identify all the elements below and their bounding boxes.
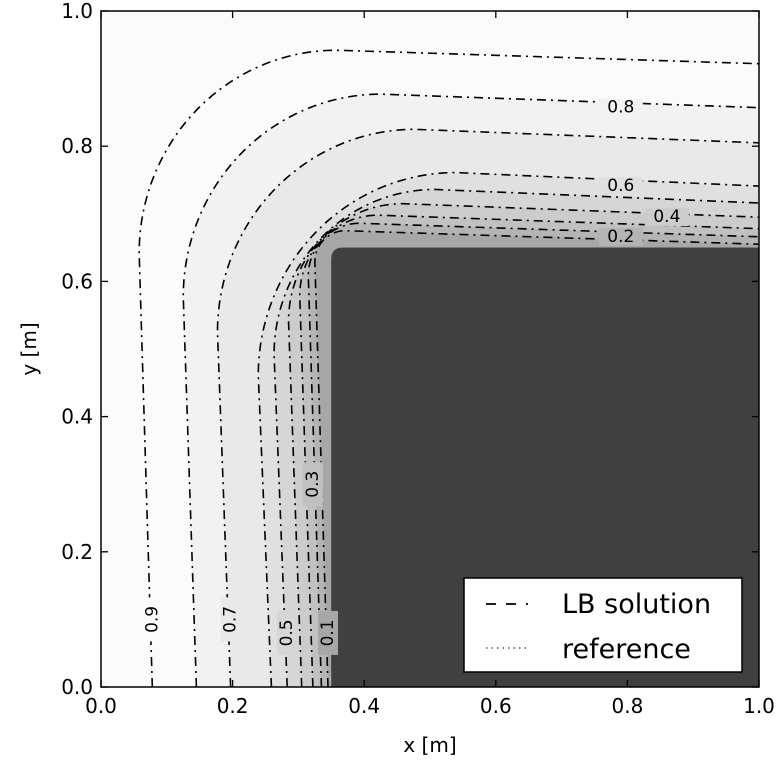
y-tick-label-1-0: 1.0	[61, 0, 93, 23]
contour-label-gap-0-4	[644, 208, 689, 227]
contour-label-0-5: 0.5	[277, 619, 297, 646]
y-tick-label-0-4: 0.4	[61, 405, 93, 429]
inner-region-top	[343, 247, 759, 262]
contour-line-0-6	[257, 171, 759, 687]
contour-label-gap-0-7	[220, 597, 241, 642]
contour-label-gap-0-2	[598, 227, 643, 246]
contour-label-0-4: 0.4	[653, 207, 680, 227]
y-tick-label-0-8: 0.8	[61, 134, 93, 158]
contour-label-gap-0-9	[142, 597, 163, 642]
contour-label-0-3: 0.3	[303, 471, 323, 498]
legend-label-lb-solution: LB solution	[562, 589, 711, 620]
x-axis: 0.0 0.2 0.4 0.6 0.8 1.0	[85, 11, 775, 718]
x-tick-label-1-0: 1.0	[743, 694, 775, 718]
contour-line-0-9	[138, 49, 759, 687]
contour-label-gap-0-1	[318, 610, 339, 655]
contour-line-0-5	[273, 188, 759, 687]
y-axis-label: y [m]	[17, 322, 41, 375]
contour-lines	[138, 49, 759, 687]
x-tick-label-0-8: 0.8	[611, 694, 643, 718]
legend: LB solution reference	[463, 577, 743, 673]
legend-label-reference: reference	[562, 634, 691, 665]
x-tick-label-0-0: 0.0	[85, 694, 117, 718]
contour-line-0-7	[216, 128, 759, 687]
contour-label-gap-0-8	[598, 98, 643, 117]
x-tick-label-0-2: 0.2	[217, 694, 249, 718]
contour-label-0-7: 0.7	[221, 606, 241, 633]
y-tick-label-0-6: 0.6	[61, 269, 93, 293]
y-tick-label-0-0: 0.0	[61, 675, 93, 699]
contour-label-0-8: 0.8	[607, 98, 634, 118]
contour-line-0-1	[314, 229, 759, 687]
contour-label-0-9: 0.9	[142, 606, 162, 633]
contour-label-gap-0-3	[302, 462, 323, 507]
y-axis: 0.0 0.2 0.4 0.6 0.8 1.0	[61, 0, 759, 699]
legend-box	[463, 577, 743, 673]
contour-label-0-2: 0.2	[607, 227, 634, 247]
contour-line-0-3	[298, 214, 759, 687]
contour-line-0-8	[182, 93, 759, 687]
contour-label-gap-0-5	[277, 610, 298, 655]
contour-label-0-1: 0.1	[318, 619, 338, 646]
x-tick-label-0-4: 0.4	[348, 694, 380, 718]
contour-line-0-2	[307, 222, 759, 687]
x-axis-label: x [m]	[403, 733, 456, 757]
contour-label-0-6: 0.6	[607, 176, 634, 196]
contour-labels: 0.1 0.2 0.3 0.4 0.5 0.6 0.7 0.8 0.9	[142, 98, 689, 655]
x-tick-label-0-6: 0.6	[480, 694, 512, 718]
y-tick-label-0-2: 0.2	[61, 540, 93, 564]
contour-label-gap-0-6	[598, 177, 643, 196]
plot-frame	[100, 10, 760, 688]
